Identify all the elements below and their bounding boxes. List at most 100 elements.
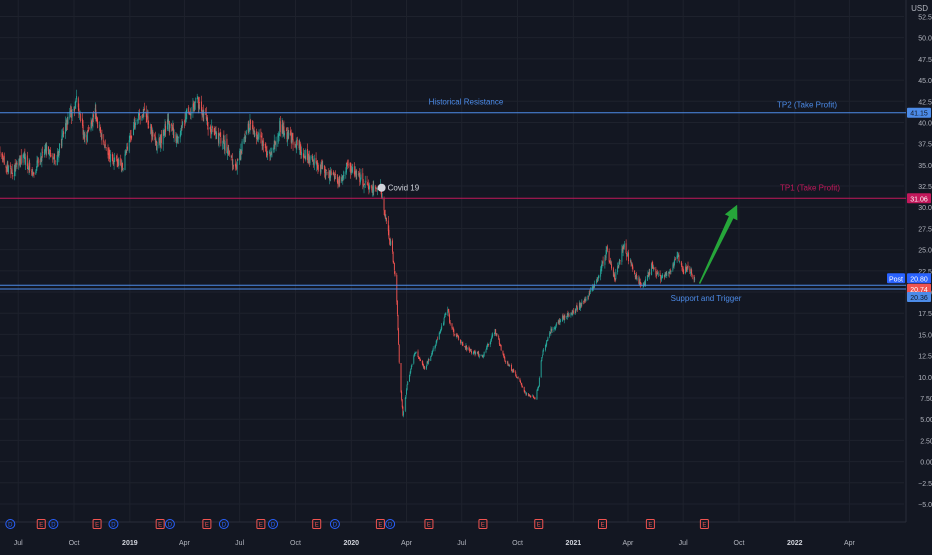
candle-body <box>471 351 472 353</box>
candle-body <box>569 315 570 316</box>
candle-body <box>626 243 627 253</box>
candle-body <box>165 126 166 132</box>
candle-body <box>679 261 680 262</box>
post-badge: Post <box>889 276 903 283</box>
candle-body <box>628 252 629 261</box>
candle-body <box>361 174 362 178</box>
candle-body <box>314 158 315 165</box>
candle-body <box>237 161 238 169</box>
candle-body <box>248 124 249 128</box>
candle-body <box>12 175 13 177</box>
price-tick-label: 40.00 <box>918 120 932 127</box>
candle-body <box>97 122 98 128</box>
resistance-price-tag: 41.15 <box>910 111 928 118</box>
candle-body <box>8 166 9 172</box>
candle-body <box>539 378 540 386</box>
candle-body <box>93 114 94 117</box>
earnings-event-label: E <box>158 523 162 529</box>
candle-body <box>413 356 414 363</box>
candle-body <box>415 353 416 354</box>
candle-body <box>496 333 497 335</box>
candle-body <box>55 161 56 162</box>
candle-body <box>310 156 311 163</box>
candle-body <box>598 275 599 278</box>
candle-body <box>666 273 667 276</box>
candle-body <box>399 345 400 363</box>
candle-body <box>318 169 319 170</box>
candle-body <box>246 131 247 133</box>
candle-body <box>105 145 106 146</box>
price-tick-label: 2.50 <box>920 438 932 445</box>
candle-body <box>245 136 246 138</box>
dividend-event-label: D <box>168 523 173 529</box>
candle-body <box>416 352 417 353</box>
candle-body <box>458 337 459 340</box>
candle-body <box>364 185 365 188</box>
dividend-event-label: D <box>111 523 116 529</box>
candle-body <box>444 318 445 324</box>
price-tick-label: 42.50 <box>918 99 932 106</box>
candle-body <box>475 352 476 355</box>
candle-body <box>365 181 366 183</box>
candle-body <box>609 251 610 262</box>
candle-body <box>148 126 149 128</box>
candle-body <box>405 395 406 399</box>
candle-body <box>526 393 527 394</box>
candle-body <box>683 272 684 273</box>
candle-body <box>80 114 81 121</box>
tp1-label: TP1 (Take Profit) <box>780 183 840 192</box>
time-tick-label: Jul <box>457 540 466 547</box>
time-tick-label: Jul <box>235 540 244 547</box>
candle-body <box>450 322 451 324</box>
candle-body <box>607 246 608 250</box>
candle-body <box>335 174 336 175</box>
candle-body <box>499 339 500 344</box>
earnings-event-label: E <box>600 523 604 529</box>
candle-body <box>547 337 548 340</box>
dividend-event-label: D <box>271 523 276 529</box>
candle-body <box>420 360 421 361</box>
candle-body <box>212 127 213 129</box>
candle-body <box>199 102 200 103</box>
candle-body <box>369 186 370 190</box>
candle-body <box>233 166 234 167</box>
candle-body <box>484 352 485 356</box>
candle-body <box>573 311 574 314</box>
candle-body <box>637 278 638 280</box>
candle-body <box>403 411 404 415</box>
price-tick-label: 52.50 <box>918 14 932 21</box>
candle-body <box>598 278 599 281</box>
candle-body <box>352 167 353 172</box>
candle-body <box>437 339 438 340</box>
candle-body <box>590 290 591 292</box>
candle-body <box>689 268 690 271</box>
candle-body <box>123 168 124 169</box>
candle-body <box>356 174 357 175</box>
candle-body <box>140 116 141 120</box>
tp2-label: TP2 (Take Profit) <box>777 101 837 110</box>
candle-body <box>542 355 543 356</box>
candle-body <box>301 152 302 155</box>
price-tick-label: 10.00 <box>918 375 932 382</box>
candle-body <box>486 350 487 352</box>
candle-body <box>671 271 672 272</box>
candle-body <box>662 275 663 278</box>
candle-body <box>624 244 625 248</box>
candle-body <box>396 275 397 302</box>
candle-body <box>556 323 557 325</box>
time-tick-label: 2021 <box>566 540 582 547</box>
candle-body <box>139 113 140 115</box>
candle-body <box>89 129 90 130</box>
candle-body <box>327 173 328 174</box>
price-tick-label: 30.00 <box>918 205 932 212</box>
candle-body <box>462 344 463 345</box>
candle-body <box>401 392 402 400</box>
price-tick-label: 35.00 <box>918 163 932 170</box>
candle-body <box>284 133 285 135</box>
candle-body <box>326 170 327 171</box>
candle-body <box>276 141 277 146</box>
last-price-tag: 20.80 <box>910 276 928 283</box>
candle-body <box>54 154 55 159</box>
